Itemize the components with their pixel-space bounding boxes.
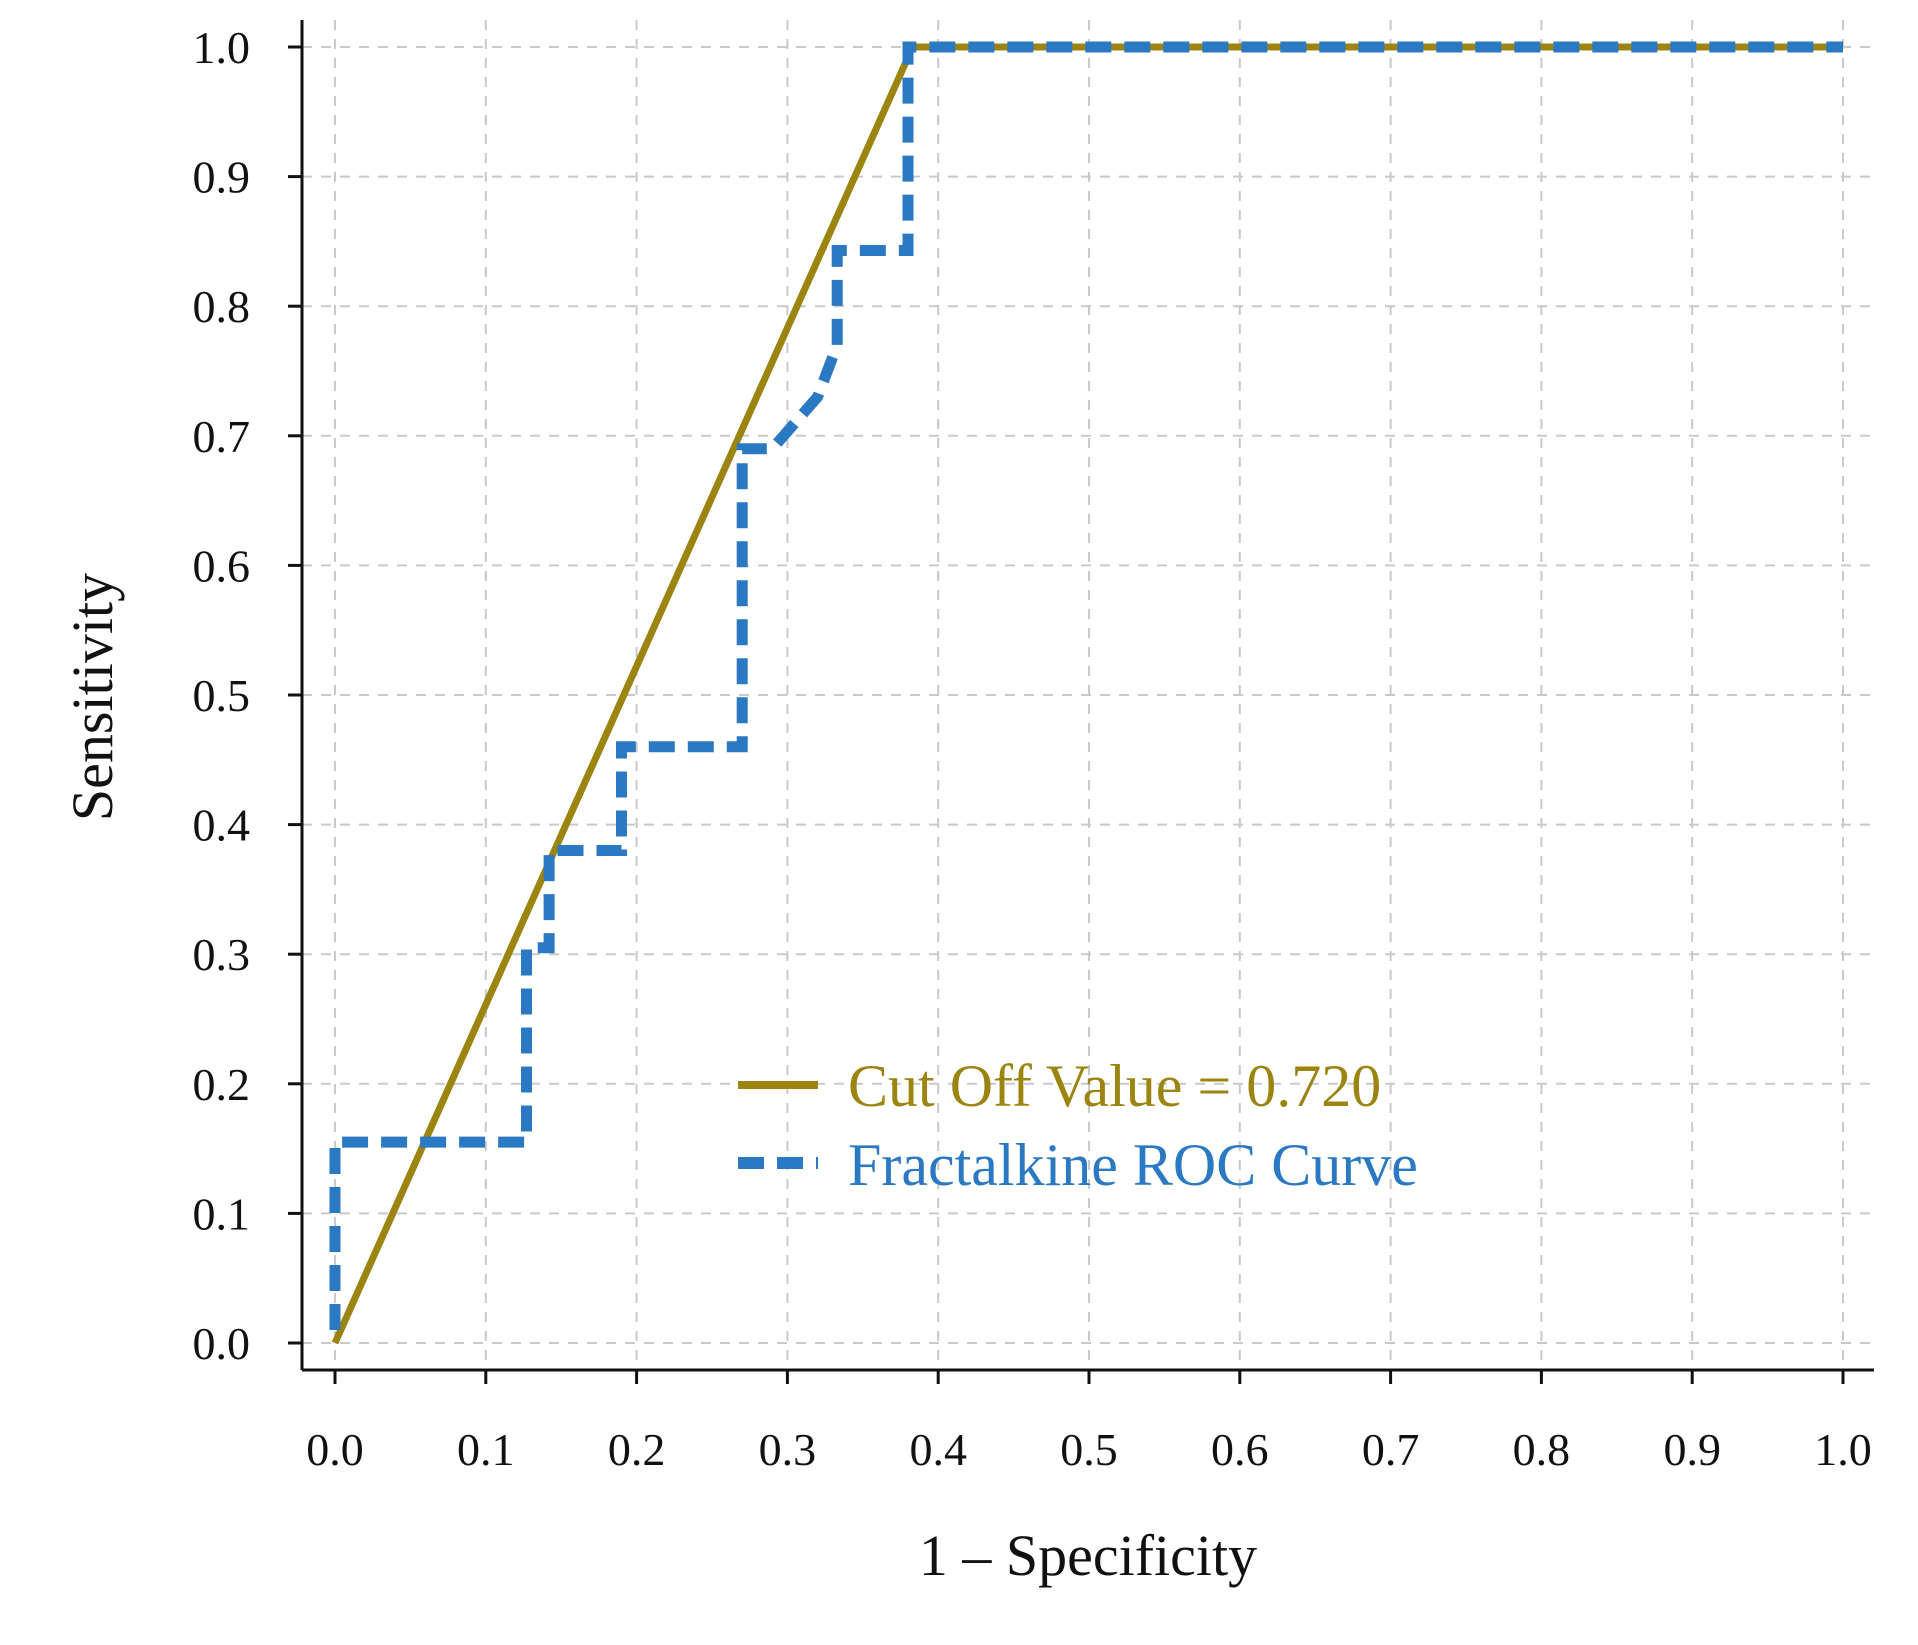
x-tick-label: 0.3 — [759, 1424, 817, 1475]
y-axis-title: Sensitivity — [60, 573, 125, 821]
x-tick-label: 0.2 — [608, 1424, 666, 1475]
x-tick-label: 0.5 — [1060, 1424, 1118, 1475]
y-tick-label: 0.9 — [193, 152, 251, 203]
legend: Cut Off Value = 0.720 Fractalkine ROC Cu… — [738, 1053, 1418, 1198]
y-tick-label: 0.3 — [193, 929, 251, 980]
x-tick-label: 0.0 — [306, 1424, 364, 1475]
grid-lines — [302, 20, 1874, 1370]
x-axis-title: 1 – Specificity — [919, 1523, 1257, 1588]
fractalkine-roc-series — [329, 41, 1843, 1330]
x-tick-label: 1.0 — [1814, 1424, 1872, 1475]
y-tick-label: 0.4 — [193, 800, 251, 851]
x-tick-label: 0.1 — [457, 1424, 515, 1475]
ticks: 0.0 0.1 0.2 0.3 0.4 0.5 0.6 0.7 0.8 0.9 1.0 0.0 0.1 0… — [193, 22, 1872, 1475]
y-tick-label: 1.0 — [193, 22, 251, 73]
y-tick-label: 0.6 — [193, 540, 251, 591]
y-tick-label: 0.2 — [193, 1059, 251, 1110]
legend-label-fractalkine: Fractalkine ROC Curve — [848, 1132, 1418, 1198]
x-tick-label: 0.6 — [1211, 1424, 1269, 1475]
x-tick-label: 0.9 — [1663, 1424, 1721, 1475]
series-layer — [329, 41, 1843, 1345]
y-tick-label: 0.1 — [193, 1188, 251, 1239]
y-tick-label: 0.7 — [193, 411, 251, 462]
x-tick-label: 0.7 — [1362, 1424, 1420, 1475]
x-tick-label: 0.4 — [909, 1424, 967, 1475]
legend-label-cutoff: Cut Off Value = 0.720 — [848, 1053, 1381, 1119]
x-tick-label: 0.8 — [1513, 1424, 1571, 1475]
y-tick-label: 0.8 — [193, 281, 251, 332]
y-tick-label: 0.5 — [193, 670, 251, 721]
y-tick-label: 0.0 — [193, 1318, 251, 1369]
